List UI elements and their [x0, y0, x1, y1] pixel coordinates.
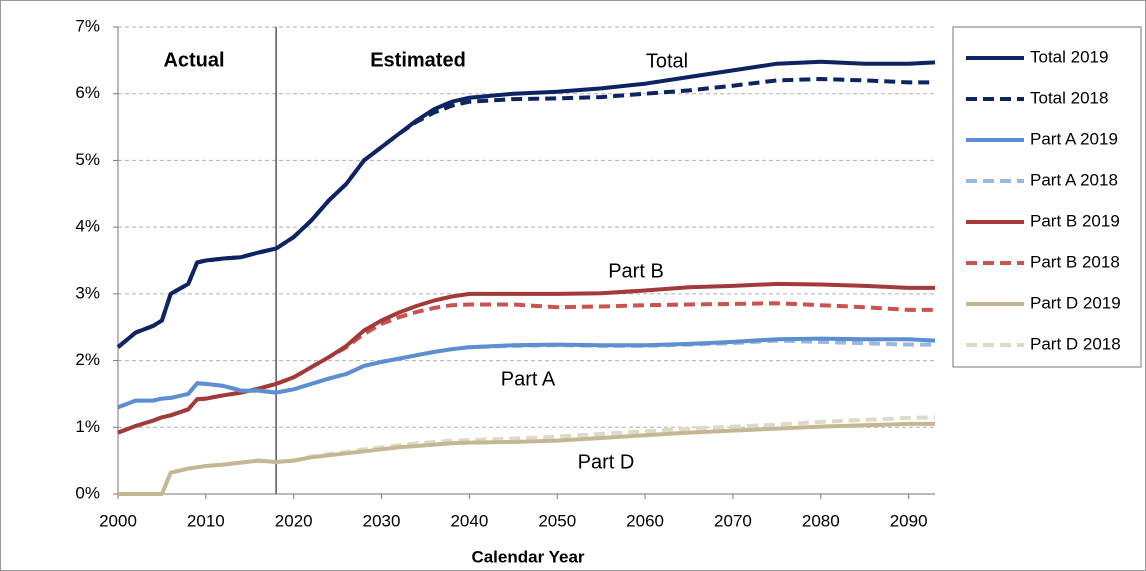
x-tick-label: 2020 [275, 511, 313, 530]
series-line [118, 421, 935, 496]
x-tick-label: 2060 [626, 511, 664, 530]
x-tick-label: 2040 [450, 511, 488, 530]
x-tick-label: 2030 [363, 511, 401, 530]
y-tick-label: 2% [75, 350, 100, 369]
legend-label: Part B 2019 [1030, 211, 1120, 230]
x-tick-label: 2090 [890, 511, 928, 530]
legend-box [952, 26, 1142, 368]
y-tick-label: 5% [75, 150, 100, 169]
y-tick-label: 0% [75, 483, 100, 502]
annotation: Total [646, 50, 688, 72]
series-line [117, 336, 936, 410]
series-line [116, 77, 935, 349]
y-tick-label: 1% [75, 417, 100, 436]
annotation: Estimated [370, 49, 466, 71]
x-axis-label: Calendar Year [471, 547, 584, 566]
annotation: Part D [578, 451, 635, 473]
legend-label: Part A 2019 [1030, 129, 1118, 148]
legend-label: Total 2018 [1030, 88, 1108, 107]
annotation: Actual [163, 49, 224, 71]
x-tick-label: 2000 [99, 511, 137, 530]
y-tick-label: 3% [75, 283, 100, 302]
annotation: Part B [608, 260, 664, 282]
legend-label: Total 2019 [1030, 47, 1108, 66]
series-line [116, 59, 936, 349]
x-tick-label: 2080 [802, 511, 840, 530]
series-line [117, 301, 935, 435]
series-line [117, 281, 935, 435]
x-tick-label: 2050 [538, 511, 576, 530]
y-tick-label: 7% [75, 16, 100, 35]
x-tick-label: 2010 [187, 511, 225, 530]
x-tick-label: 2070 [714, 511, 752, 530]
legend-label: Part D 2019 [1030, 293, 1121, 312]
annotation: Part A [501, 368, 556, 390]
y-tick-label: 4% [75, 217, 100, 236]
legend-label: Part D 2018 [1030, 334, 1121, 353]
legend-label: Part B 2018 [1030, 252, 1120, 271]
legend-label: Part A 2018 [1030, 170, 1118, 189]
y-tick-label: 6% [75, 83, 100, 102]
